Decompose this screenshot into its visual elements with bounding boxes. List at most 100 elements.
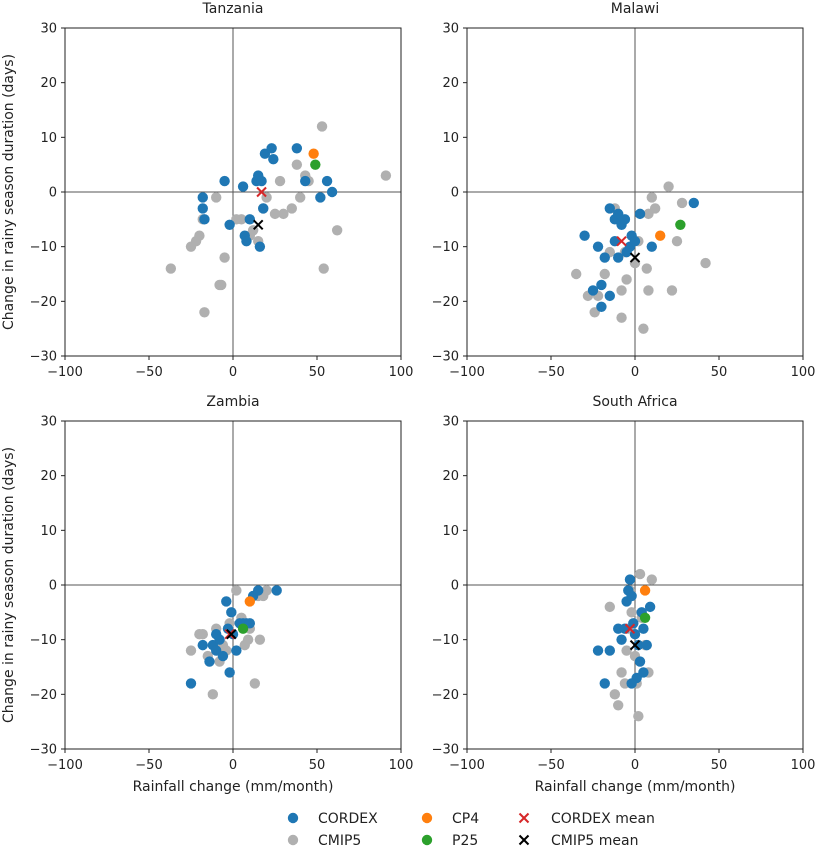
data-point	[291, 143, 303, 154]
data-point	[621, 274, 632, 285]
data-point	[165, 263, 177, 274]
data-point	[236, 214, 247, 225]
data-point	[194, 230, 205, 241]
data-point	[666, 285, 678, 296]
series-cordex	[579, 197, 699, 312]
x-tick-label: 0	[631, 365, 639, 380]
data-point	[274, 175, 286, 187]
data-point	[599, 268, 610, 280]
y-tick-label: 30	[442, 22, 459, 37]
data-point	[619, 214, 631, 225]
data-point	[646, 574, 657, 585]
data-point	[571, 268, 582, 280]
y-tick-label: −10	[30, 240, 57, 255]
y-tick-label: 0	[49, 186, 57, 201]
data-point	[237, 623, 249, 634]
panel-zambia: −100 −50 0 50 100−30−20−100102030ZambiaRainf…	[1, 394, 413, 795]
data-point	[592, 241, 604, 252]
y-tick-label: 10	[40, 524, 57, 539]
data-point	[626, 590, 637, 602]
data-point	[604, 290, 615, 302]
series-cordex	[185, 585, 282, 689]
legend-marker	[287, 812, 299, 824]
data-point	[621, 645, 632, 656]
x-axis-label: Rainfall change (mm/month)	[133, 779, 334, 795]
panel-title: Zambia	[206, 394, 259, 410]
data-point	[604, 203, 615, 214]
data-point	[641, 263, 652, 274]
y-tick-label: −20	[432, 295, 459, 310]
mean-marker	[256, 186, 267, 198]
data-point	[613, 252, 624, 263]
data-point	[596, 301, 607, 312]
data-point	[224, 667, 235, 678]
data-point	[316, 121, 328, 132]
x-tick-label: 50	[711, 758, 728, 773]
mean-marker	[629, 639, 641, 651]
data-point	[646, 241, 657, 252]
y-tick-label: −10	[432, 633, 459, 648]
data-point	[634, 568, 646, 580]
y-tick-label: 20	[442, 469, 459, 484]
series-cordex	[592, 574, 656, 689]
data-point	[310, 159, 321, 170]
data-point	[185, 645, 197, 656]
data-point	[628, 618, 639, 629]
legend-marker	[421, 834, 433, 846]
data-point	[616, 312, 627, 323]
series-cordex	[197, 143, 338, 252]
data-point	[249, 678, 261, 689]
x-tick-label: 100	[791, 365, 816, 380]
series-cp4	[308, 148, 319, 159]
data-point	[231, 585, 242, 596]
data-point	[579, 230, 590, 241]
data-point	[242, 634, 254, 645]
panel-tanzania: −100 −50 0 50 100−30−20−100102030TanzaniaCha…	[1, 1, 413, 380]
x-tick-label: 100	[791, 758, 816, 773]
series-cp4	[639, 585, 651, 596]
data-point	[604, 601, 615, 613]
data-point	[616, 634, 627, 645]
legend-marker	[518, 812, 530, 824]
data-point	[197, 629, 208, 640]
x-tick-label: −100	[47, 758, 83, 773]
data-point	[237, 181, 249, 192]
data-point	[321, 175, 333, 187]
series-cmip5-mean	[226, 628, 237, 640]
y-tick-label: −30	[30, 743, 57, 758]
series-cordex-mean	[256, 186, 267, 198]
legend-marker	[518, 834, 530, 846]
legend: CORDEX CMIP5 CP4 P25 CORDEX mean CMIP5 mean	[287, 811, 655, 849]
data-point	[300, 175, 311, 187]
data-point	[318, 263, 329, 274]
legend-entry-p25: P25	[421, 833, 478, 849]
legend-label: CMIP5	[318, 833, 361, 849]
series-cordex-mean	[616, 235, 627, 247]
series-cordex-mean	[224, 628, 235, 640]
data-point	[199, 214, 210, 225]
data-point	[633, 711, 644, 722]
y-tick-label: −20	[30, 688, 57, 703]
series-cordex-mean	[624, 623, 636, 634]
legend-entry-cmip5: CMIP5	[287, 833, 361, 849]
data-point	[256, 175, 267, 187]
data-point	[655, 230, 666, 241]
data-point	[295, 192, 306, 203]
series-p25	[237, 623, 249, 634]
data-point	[254, 241, 266, 252]
data-point	[219, 252, 230, 263]
data-point	[221, 596, 232, 607]
series-cp4	[655, 230, 666, 241]
data-point	[638, 323, 649, 334]
series-p25	[675, 219, 686, 230]
mean-marker	[616, 235, 627, 247]
data-point	[634, 208, 646, 220]
data-point	[638, 667, 649, 678]
data-point	[649, 203, 661, 214]
legend-entry-cordex-mean: CORDEX mean	[518, 811, 655, 827]
data-point	[700, 257, 711, 269]
y-tick-label: 20	[40, 76, 57, 91]
